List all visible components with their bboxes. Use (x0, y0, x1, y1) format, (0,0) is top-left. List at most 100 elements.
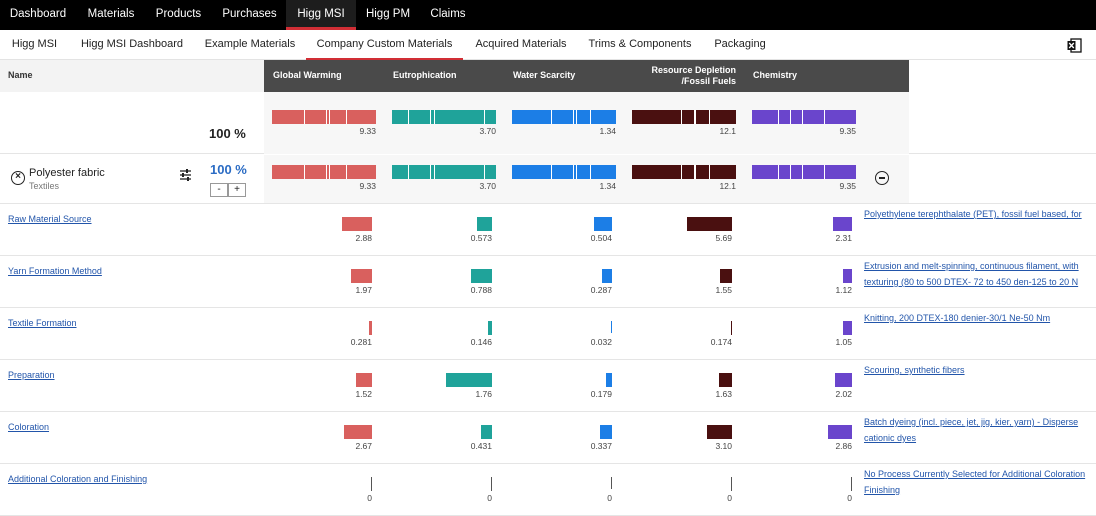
topnav-higg-pm[interactable]: Higg PM (365, 8, 411, 20)
total-bar-fill (512, 110, 616, 124)
process-description-line[interactable]: Knitting, 200 DTEX-180 denier-30/1 Ne-50… (864, 313, 1051, 323)
process-description-line[interactable]: Scouring, synthetic fibers (864, 365, 965, 375)
material-bar-0 (272, 165, 376, 179)
process-impact-bar (351, 269, 372, 283)
impact-header-1: Eutrophication (393, 70, 457, 80)
impact-header-bar (264, 60, 909, 92)
process-name-link[interactable]: Additional Coloration and Finishing (8, 474, 148, 484)
tab-acquired-materials[interactable]: Acquired Materials (475, 38, 567, 50)
total-bar-3 (632, 110, 736, 124)
topnav-claims[interactable]: Claims (430, 8, 466, 20)
tab-trims-components[interactable]: Trims & Components (588, 38, 692, 50)
bar-separator (590, 165, 591, 179)
total-value-1: 3.70 (479, 126, 496, 136)
bar-separator (790, 165, 791, 179)
total-bar-4 (752, 110, 856, 124)
bar-separator (695, 110, 696, 124)
process-impact-value: 5.69 (715, 233, 732, 243)
process-impact-bar (356, 373, 372, 387)
process-description-link[interactable]: Scouring, synthetic fibers (864, 362, 1096, 378)
process-row (0, 412, 1096, 464)
sliders-icon[interactable] (179, 168, 192, 182)
increase-percent-button[interactable]: + (228, 183, 246, 197)
process-impact-value: 2.02 (835, 389, 852, 399)
collapse-material-button[interactable] (875, 171, 889, 185)
decrease-percent-button[interactable]: - (210, 183, 228, 197)
bar-separator (576, 165, 577, 179)
process-impact-bar (481, 425, 492, 439)
bar-separator (573, 110, 574, 124)
process-description-link[interactable]: Polyethylene terephthalate (PET), fossil… (864, 206, 1096, 222)
process-name-link[interactable]: Preparation (8, 370, 55, 380)
process-impact-bar (719, 373, 732, 387)
material-bar-1 (392, 165, 496, 179)
impact-header-0: Global Warming (273, 70, 342, 80)
bar-separator (304, 110, 305, 124)
process-description-link[interactable]: Batch dyeing (incl. piece, jet, jig, kie… (864, 414, 1096, 446)
process-description-line[interactable]: texturing (80 to 500 DTEX- 72 to 450 den… (864, 277, 1079, 287)
process-impact-value: 1.55 (715, 285, 732, 295)
process-description-link[interactable]: No Process Currently Selected for Additi… (864, 466, 1096, 498)
process-impact-bar (731, 477, 732, 491)
material-bar-2 (512, 165, 616, 179)
process-description-line[interactable]: cationic dyes (864, 433, 917, 443)
process-impact-value: 0 (367, 493, 372, 503)
process-row (0, 308, 1096, 360)
topnav-higg-msi[interactable]: Higg MSI (286, 0, 356, 30)
tab-higg-msi[interactable]: Higg MSI (11, 38, 58, 50)
process-name-link[interactable]: Textile Formation (8, 318, 77, 328)
process-description-link[interactable]: Extrusion and melt-spinning, continuous … (864, 258, 1096, 290)
remove-material-button[interactable]: × (11, 171, 25, 185)
material-row (0, 154, 1096, 204)
top-navigation: Dashboard Materials Products Purchases Higg … (0, 0, 1096, 30)
process-description-line[interactable]: Extrusion and melt-spinning, continuous … (864, 261, 1079, 271)
process-name-link[interactable]: Coloration (8, 422, 50, 432)
total-value-4: 9.35 (839, 126, 856, 136)
material-value-2: 1.34 (599, 181, 616, 191)
process-impact-value: 0.281 (350, 337, 372, 347)
process-impact-bar (342, 217, 372, 231)
bar-separator (778, 165, 779, 179)
tab-packaging[interactable]: Packaging (714, 38, 766, 50)
process-name-link[interactable]: Yarn Formation Method (8, 266, 102, 276)
process-impact-value: 0 (607, 493, 612, 503)
topnav-purchases[interactable]: Purchases (222, 8, 277, 20)
tab-example-materials[interactable]: Example Materials (204, 38, 296, 50)
excel-export-icon[interactable] (1067, 38, 1082, 53)
process-description-line[interactable]: Polyethylene terephthalate (PET), fossil… (864, 209, 1082, 219)
process-impact-value: 0.287 (590, 285, 612, 295)
process-impact-bar (835, 373, 852, 387)
bar-separator (329, 165, 330, 179)
process-impact-bar (491, 477, 492, 491)
topnav-materials[interactable]: Materials (87, 8, 135, 20)
bar-separator (681, 165, 682, 179)
material-value-3: 12.1 (719, 181, 736, 191)
process-impact-value: 1.97 (355, 285, 372, 295)
process-impact-bar (611, 321, 612, 333)
process-impact-bar (600, 425, 612, 439)
process-description-line[interactable]: No Process Currently Selected for Additi… (864, 469, 1086, 479)
tab-company-custom-materials[interactable]: Company Custom Materials (306, 30, 463, 61)
bar-separator (326, 110, 327, 124)
bar-separator (824, 165, 825, 179)
total-value-0: 9.33 (359, 126, 376, 136)
topnav-dashboard[interactable]: Dashboard (9, 8, 67, 20)
process-description-link[interactable]: Knitting, 200 DTEX-180 denier-30/1 Ne-50… (864, 310, 1096, 326)
process-impact-value: 1.63 (715, 389, 732, 399)
process-description-line[interactable]: Batch dyeing (incl. piece, jet, jig, kie… (864, 417, 1079, 427)
process-description-line[interactable]: Finishing (864, 485, 901, 495)
tab-higg-msi-dashboard[interactable]: Higg MSI Dashboard (80, 38, 184, 50)
process-impact-value: 1.76 (475, 389, 492, 399)
material-value-0: 9.33 (359, 181, 376, 191)
process-impact-value: 2.86 (835, 441, 852, 451)
material-name: Polyester fabric (29, 167, 105, 179)
impact-header-4: Chemistry (753, 70, 798, 80)
bar-separator (329, 110, 330, 124)
process-impact-value: 0.788 (470, 285, 492, 295)
total-value-3: 12.1 (719, 126, 736, 136)
process-name-link[interactable]: Raw Material Source (8, 214, 92, 224)
material-row-shade (264, 155, 909, 203)
process-impact-value: 0.146 (470, 337, 492, 347)
topnav-products[interactable]: Products (155, 8, 202, 20)
process-impact-value: 0.573 (470, 233, 492, 243)
